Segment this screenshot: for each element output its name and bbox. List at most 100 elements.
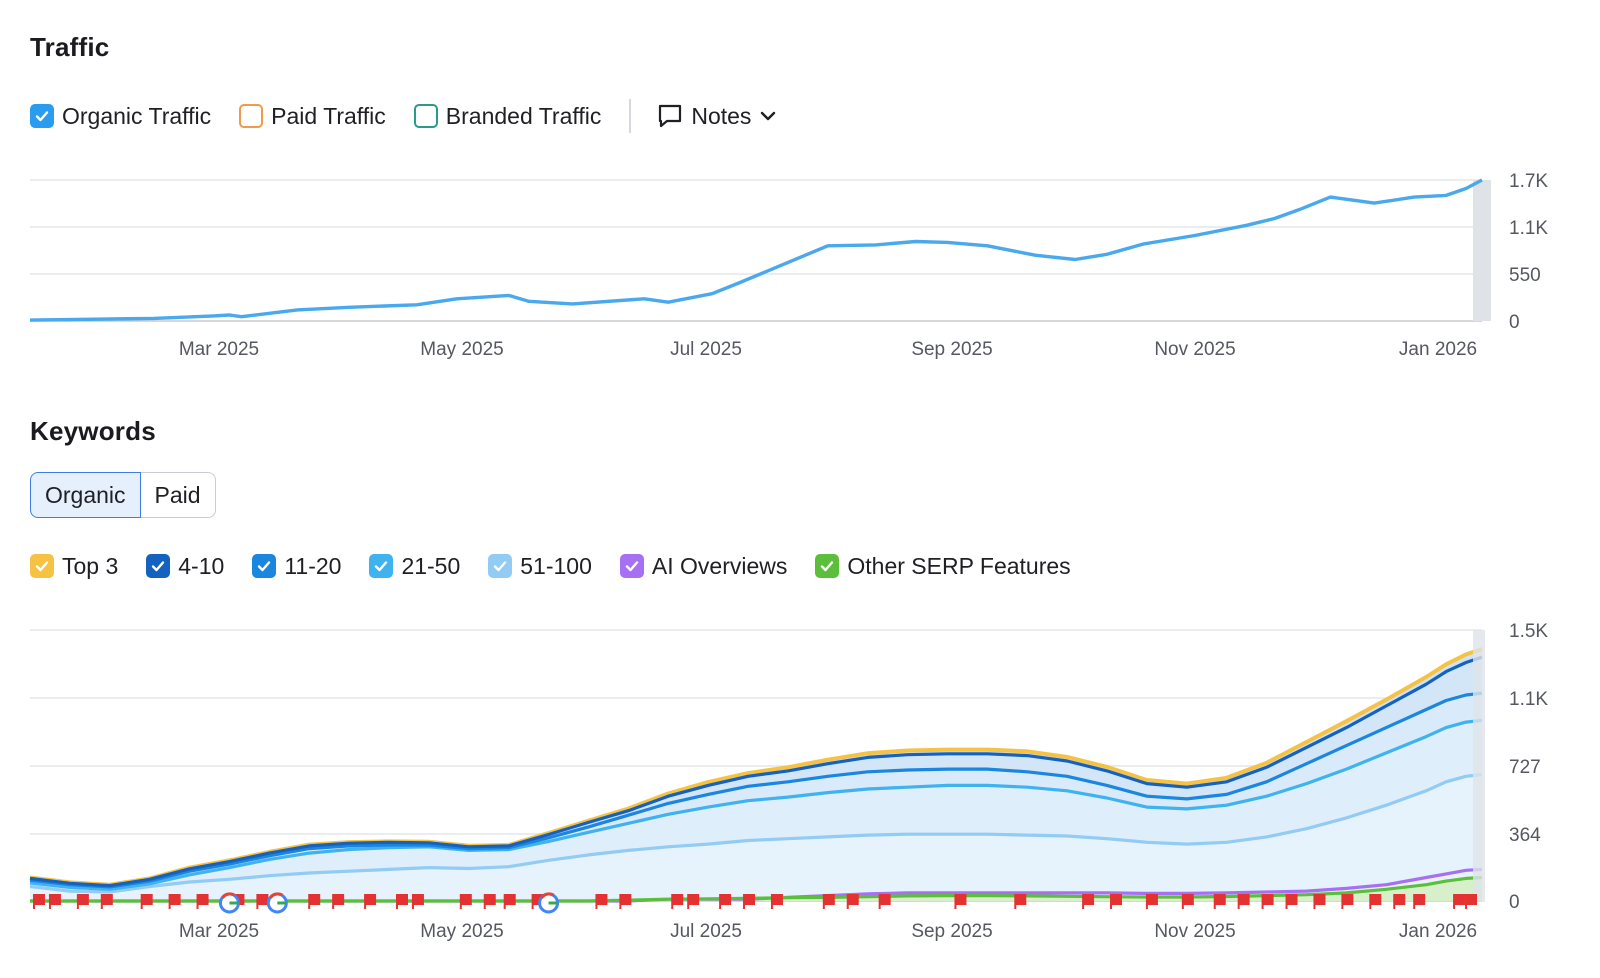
keywords-scroll-handle[interactable] [1473,630,1485,902]
other-serp-checkbox[interactable] [815,554,840,578]
annotation-flag-icon[interactable] [1261,894,1274,909]
keywords-x-tick: Nov 2025 [1154,921,1235,942]
legend-paid-traffic[interactable]: Paid Traffic [239,103,386,130]
legend-4-10-label: 4-10 [178,552,225,579]
google-update-icon[interactable] [218,892,240,914]
legend-ai-overviews[interactable]: AI Overviews [619,553,787,580]
annotation-flag-icon[interactable] [32,894,45,909]
keywords-y-tick: 0 [1509,892,1520,913]
r21-50-checkbox[interactable] [369,554,394,578]
check-icon [152,561,165,572]
annotation-flag-icon[interactable] [1213,894,1226,909]
traffic-y-tick: 550 [1509,265,1541,286]
keywords-chart[interactable]: 1.5K 1.1K 727 364 0 Mar 2025 May 2025 Jul 2025… [0,610,1600,950]
keywords-y-tick: 364 [1509,825,1541,846]
annotation-flag-icon[interactable] [256,894,269,909]
annotation-flag-icon[interactable] [1465,894,1478,909]
annotation-flag-icon[interactable] [459,894,472,909]
annotation-flag-icon[interactable] [483,894,496,909]
annotation-flag-icon[interactable] [822,894,835,909]
line-4-10 [29,655,1483,888]
annotation-flag-icon[interactable] [140,894,153,909]
legend-51-100[interactable]: 51-100 [488,553,592,580]
ai-overviews-checkbox[interactable] [619,554,644,578]
annotation-flag-icon[interactable] [100,894,113,909]
organic-traffic-line [29,178,1483,322]
notes-label: Notes [691,102,752,129]
keywords-y-tick: 727 [1509,757,1541,778]
keywords-legend: Top 3 4-10 11-20 21-50 51-100 AI Overvie… [30,550,1099,582]
annotation-flag-icon[interactable] [364,894,377,909]
traffic-y-tick: 1.1K [1509,218,1548,239]
google-update-icon[interactable] [266,892,288,914]
legend-branded-traffic[interactable]: Branded Traffic [413,103,601,130]
annotation-flag-icon[interactable] [595,894,608,909]
check-icon [35,561,49,572]
annotation-flag-icon[interactable] [308,894,321,909]
annotation-flag-icon[interactable] [954,894,967,909]
legend-21-50[interactable]: 21-50 [369,553,460,580]
r11-20-checkbox[interactable] [252,554,277,578]
keywords-y-tick: 1.5K [1509,621,1548,642]
comment-icon [659,104,682,128]
annotation-flag-icon[interactable] [1181,894,1194,909]
check-icon [375,561,388,572]
annotation-flag-icon[interactable] [671,894,684,909]
notes-button[interactable]: Notes [657,103,777,130]
annotation-flag-icon[interactable] [531,894,544,909]
annotation-flag-icon[interactable] [846,894,859,909]
legend-organic-traffic[interactable]: Organic Traffic [30,103,211,130]
tab-paid[interactable]: Paid [140,472,216,518]
annotation-flag-icon[interactable] [196,894,209,909]
annotation-flag-icon[interactable] [719,894,732,909]
tab-organic[interactable]: Organic [30,472,141,518]
legend-other-serp-label: Other SERP Features [847,552,1071,579]
annotation-flag-icon[interactable] [395,894,408,909]
annotation-flag-icon[interactable] [168,894,181,909]
annotation-flag-icon[interactable] [76,894,89,909]
annotation-flag-icon[interactable] [1110,894,1123,909]
annotation-flag-icon[interactable] [1453,894,1466,909]
traffic-title: Traffic [30,32,110,62]
legend-other-serp[interactable]: Other SERP Features [815,552,1071,580]
traffic-legend: Organic Traffic Paid Traffic Branded Tra… [30,99,777,133]
annotation-flag-icon[interactable] [687,894,700,909]
organic-traffic-checkbox[interactable] [30,104,54,128]
legend-11-20[interactable]: 11-20 [252,553,341,580]
keywords-x-tick: Sep 2025 [911,921,992,942]
annotation-flag-icon[interactable] [770,894,783,909]
annotation-flag-icon[interactable] [1145,894,1158,909]
annotation-flag-icon[interactable] [1313,894,1326,909]
traffic-chart[interactable]: 1.7K 1.1K 550 0 Mar 2025 May 2025 Jul 2025 Sep… [0,160,1600,370]
legend-paid-label: Paid Traffic [271,102,386,129]
top3-checkbox[interactable] [30,554,54,578]
legend-top3-label: Top 3 [62,552,119,579]
annotation-flag-icon[interactable] [878,894,891,909]
annotation-flag-icon[interactable] [1393,894,1406,909]
annotation-flag-icon[interactable] [1082,894,1095,909]
annotation-flag-icon[interactable] [1237,894,1250,909]
keywords-x-tick: May 2025 [420,921,503,942]
annotation-flag-icon[interactable] [1285,894,1298,909]
annotation-flag-icon[interactable] [332,894,345,909]
annotation-flag-icon[interactable] [619,894,632,909]
traffic-x-tick: Sep 2025 [911,339,992,360]
google-update-icon[interactable] [538,892,560,914]
annotation-flag-icon[interactable] [1369,894,1382,909]
r4-10-checkbox[interactable] [146,554,171,578]
paid-traffic-checkbox[interactable] [239,104,264,128]
annotation-flag-icon[interactable] [48,894,61,909]
annotation-flag-icon[interactable] [1014,894,1027,909]
annotation-flag-icon[interactable] [1413,894,1426,909]
r51-100-checkbox[interactable] [488,554,513,578]
annotation-flag-icon[interactable] [1341,894,1354,909]
legend-4-10[interactable]: 4-10 [146,553,224,580]
check-icon [625,561,639,572]
traffic-scroll-handle[interactable] [1473,180,1491,321]
annotation-flag-icon[interactable] [503,894,516,909]
keywords-x-tick: Jan 2026 [1399,921,1477,942]
branded-traffic-checkbox[interactable] [413,104,438,128]
legend-top3[interactable]: Top 3 [30,553,118,580]
annotation-flag-icon[interactable] [411,894,424,909]
annotation-flag-icon[interactable] [743,894,756,909]
